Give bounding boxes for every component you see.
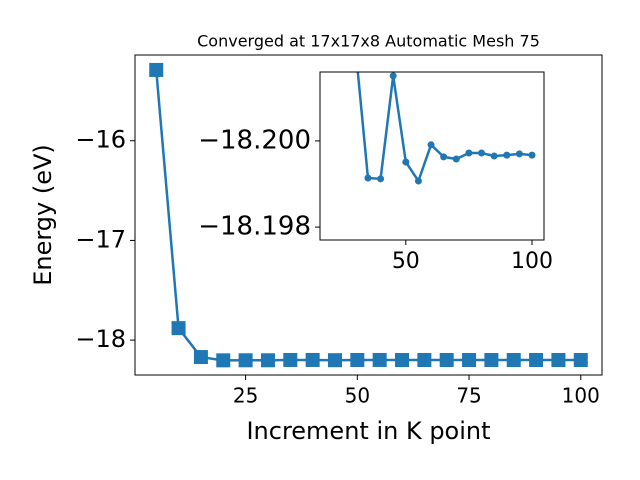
- x-tick-label: 50: [392, 249, 420, 274]
- data-point: [427, 141, 435, 149]
- data-point: [395, 353, 410, 368]
- data-point: [484, 353, 499, 368]
- data-line: [356, 72, 533, 184]
- chart-title: Converged at 17x17x8 Automatic Mesh 75: [197, 32, 540, 51]
- data-point: [377, 175, 385, 183]
- plot-area: [356, 72, 536, 185]
- data-point: [216, 353, 231, 368]
- data-point: [364, 174, 372, 182]
- y-tick-label: −18.200: [198, 125, 311, 155]
- data-point: [573, 353, 588, 368]
- data-point: [452, 155, 460, 163]
- data-point: [506, 353, 521, 368]
- data-point: [417, 353, 432, 368]
- data-point: [327, 353, 342, 368]
- data-point: [402, 158, 410, 166]
- data-point: [372, 352, 387, 367]
- data-point: [238, 353, 253, 368]
- data-point: [283, 352, 298, 367]
- data-point: [260, 353, 275, 368]
- y-tick-label: −18: [75, 325, 126, 353]
- axes-frame: [134, 54, 603, 376]
- data-point: [528, 151, 536, 159]
- y-axis-label: Energy (eV): [29, 144, 57, 286]
- data-point: [462, 353, 477, 368]
- data-point: [414, 177, 422, 185]
- x-tick-label: 100: [511, 249, 553, 274]
- data-point: [149, 62, 164, 77]
- x-tick-label: 75: [456, 384, 481, 408]
- x-tick-label: 50: [345, 384, 370, 408]
- y-tick-label: −18.198: [198, 212, 311, 242]
- data-point: [439, 353, 454, 368]
- data-point: [551, 353, 566, 368]
- data-point: [478, 149, 486, 157]
- data-point: [171, 321, 186, 336]
- data-point: [389, 72, 397, 80]
- data-point: [440, 153, 448, 161]
- data-point: [529, 353, 544, 368]
- data-point: [490, 152, 498, 160]
- axes-frame: [319, 71, 545, 241]
- y-tick-label: −17: [75, 225, 126, 253]
- plot-area: [149, 62, 588, 368]
- x-tick-label: 100: [562, 384, 600, 408]
- data-point: [193, 350, 208, 365]
- data-point: [350, 352, 365, 367]
- data-point: [305, 352, 320, 367]
- x-axis-label: Increment in K point: [246, 417, 490, 445]
- y-tick-label: −16: [75, 126, 126, 154]
- x-tick-label: 25: [233, 384, 258, 408]
- data-point: [515, 150, 523, 158]
- data-point: [465, 149, 473, 157]
- data-point: [503, 151, 511, 159]
